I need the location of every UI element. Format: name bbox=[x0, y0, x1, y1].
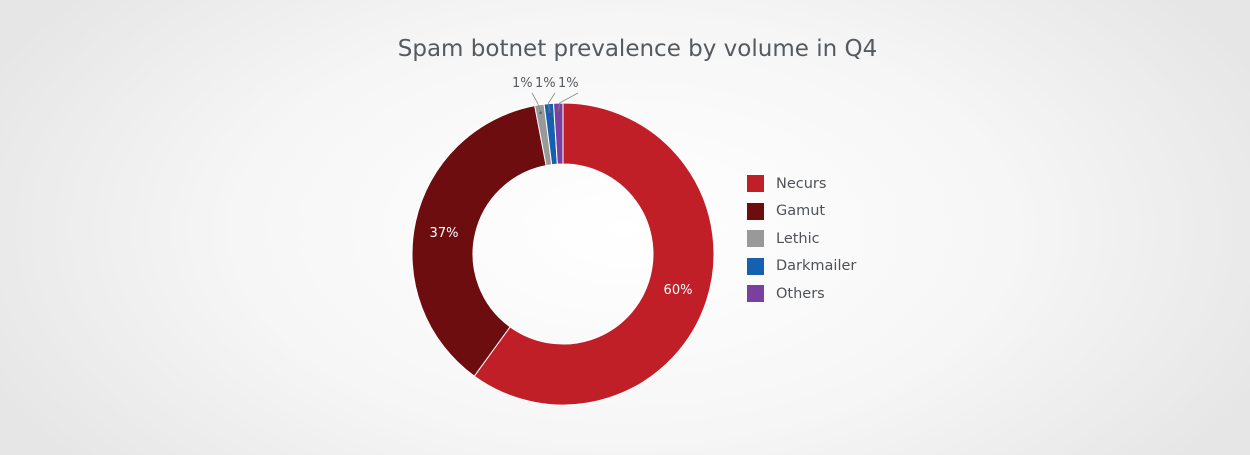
leader-dot bbox=[557, 109, 560, 113]
legend-label: Lethic bbox=[776, 230, 820, 247]
leader-dot bbox=[539, 111, 543, 115]
slice-label: 60% bbox=[664, 283, 693, 298]
legend: Necurs Gamut Lethic Darkmailer Others bbox=[747, 170, 856, 308]
leader-dot bbox=[548, 110, 551, 114]
legend-item-gamut[interactable]: Gamut bbox=[747, 198, 856, 226]
leader-line bbox=[531, 92, 542, 113]
legend-item-lethic[interactable]: Lethic bbox=[747, 225, 856, 253]
legend-label: Darkmailer bbox=[776, 258, 857, 275]
slice-labels: 60%37%1% 1% 1% bbox=[430, 76, 693, 298]
slice-label: 1% bbox=[558, 76, 579, 91]
legend-swatch bbox=[747, 230, 764, 248]
slice-others[interactable] bbox=[552, 102, 564, 165]
legend-swatch bbox=[747, 257, 764, 275]
slice-gamut[interactable] bbox=[411, 105, 547, 377]
legend-item-others[interactable]: Others bbox=[747, 280, 856, 308]
leader-line bbox=[558, 92, 579, 112]
legend-swatch bbox=[747, 202, 764, 220]
leader-line bbox=[548, 92, 556, 112]
slice-label: 1% bbox=[512, 76, 533, 91]
leader-lines bbox=[531, 92, 579, 115]
legend-swatch bbox=[747, 175, 764, 193]
legend-item-darkmailer[interactable]: Darkmailer bbox=[747, 253, 856, 281]
chart-title: Spam botnet prevalence by volume in Q4 bbox=[397, 36, 878, 62]
legend-item-necurs[interactable]: Necurs bbox=[747, 170, 856, 198]
legend-label: Gamut bbox=[776, 203, 826, 220]
legend-swatch bbox=[747, 285, 764, 303]
slice-label: 37% bbox=[430, 226, 459, 241]
slice-label: 1% bbox=[535, 76, 556, 91]
slice-necurs[interactable] bbox=[473, 102, 715, 406]
legend-label: Necurs bbox=[776, 175, 827, 192]
legend-label: Others bbox=[776, 285, 825, 302]
donut-slices bbox=[411, 102, 715, 406]
